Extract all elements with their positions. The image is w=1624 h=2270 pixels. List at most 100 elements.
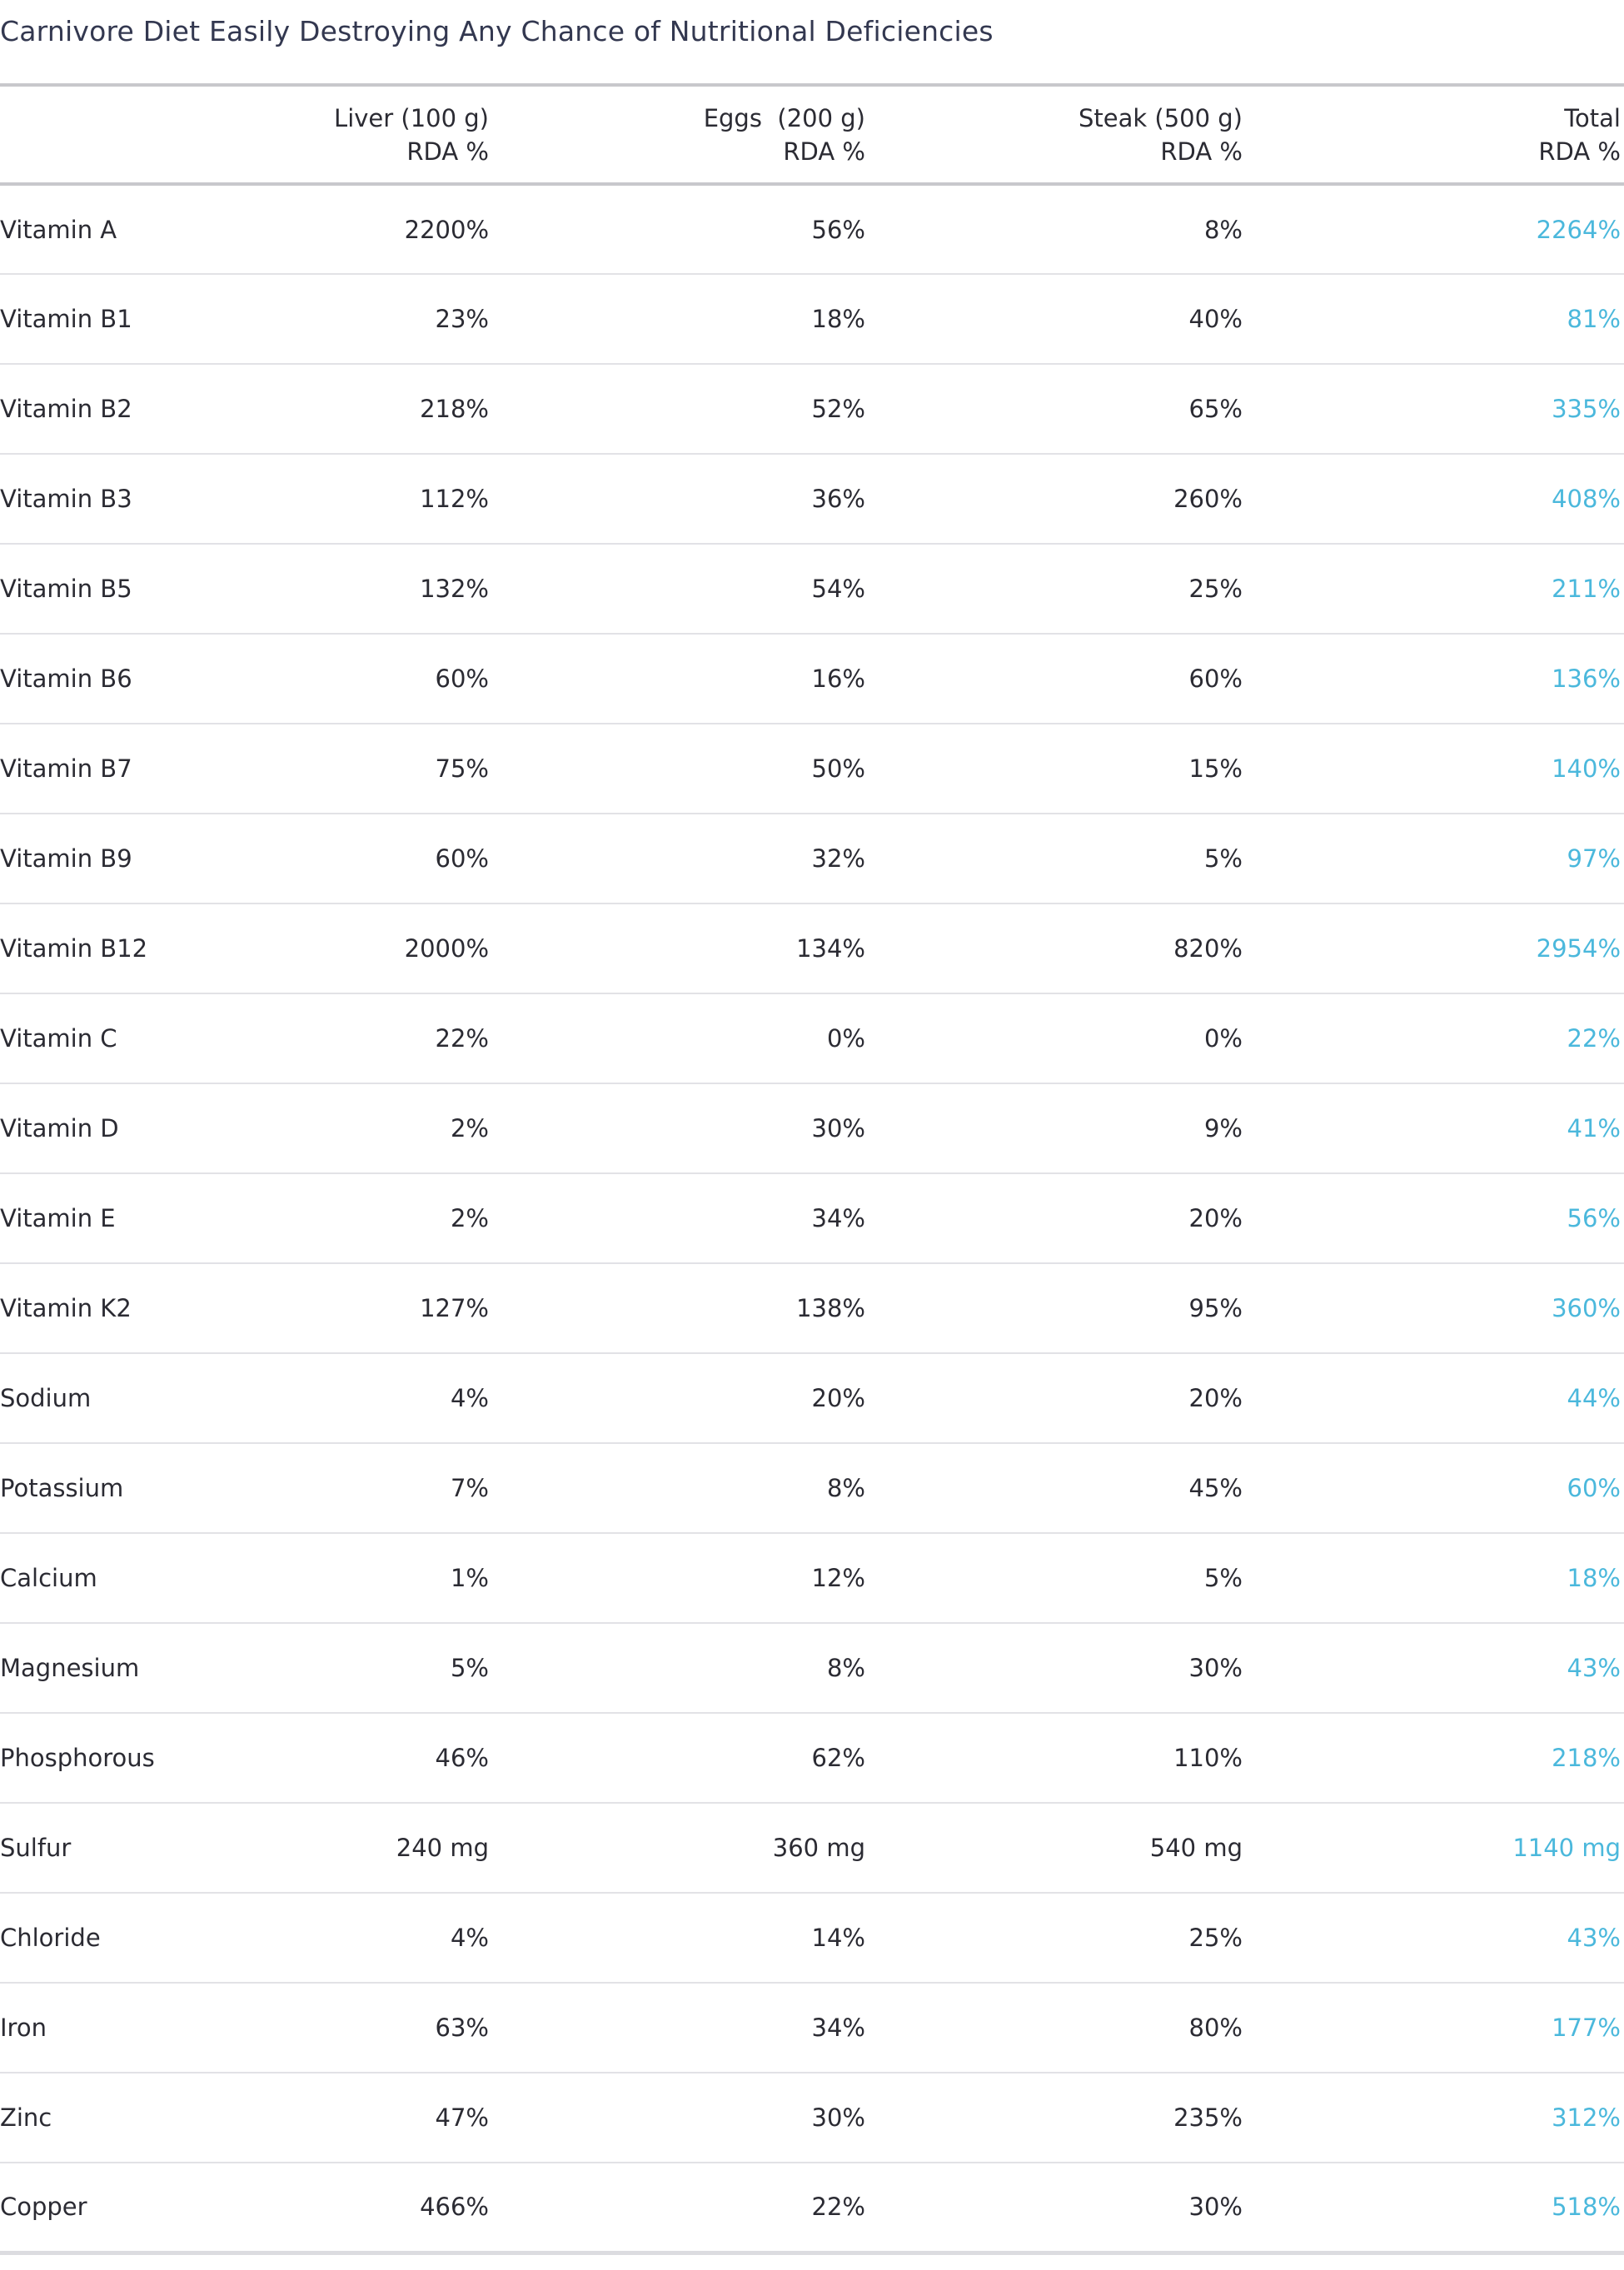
cell-eggs: 360 mg	[492, 1803, 869, 1894]
cell-steak: 5%	[869, 814, 1246, 904]
cell-steak: 235%	[869, 2073, 1246, 2163]
cell-liver: 2%	[167, 1083, 492, 1174]
cell-steak: 110%	[869, 1713, 1246, 1804]
cell-liver: 75%	[167, 724, 492, 814]
cell-liver: 2200%	[167, 184, 492, 275]
cell-total: 60%	[1246, 1443, 1624, 1534]
cell-nutrient: Vitamin K2	[0, 1263, 167, 1354]
cell-total: 43%	[1246, 1893, 1624, 1984]
cell-nutrient: Chloride	[0, 1893, 167, 1984]
cell-liver: 46%	[167, 1713, 492, 1804]
table-row: Zinc 47% 30% 235% 312%	[0, 2073, 1624, 2163]
cell-nutrient: Vitamin B6	[0, 634, 167, 724]
cell-total: 312%	[1246, 2073, 1624, 2163]
cell-nutrient: Sodium	[0, 1353, 167, 1444]
cell-total: 518%	[1246, 2163, 1624, 2255]
cell-nutrient: Vitamin B2	[0, 364, 167, 455]
table-row: Vitamin B1 23% 18% 40% 81%	[0, 274, 1624, 365]
cell-nutrient: Vitamin C	[0, 993, 167, 1084]
cell-liver: 63%	[167, 1983, 492, 2073]
cell-nutrient: Vitamin A	[0, 184, 167, 275]
cell-eggs: 12%	[492, 1533, 869, 1624]
cell-steak: 40%	[869, 274, 1246, 365]
table-row: Iron 63% 34% 80% 177%	[0, 1983, 1624, 2073]
cell-liver: 47%	[167, 2073, 492, 2163]
cell-liver: 60%	[167, 634, 492, 724]
cell-liver: 2%	[167, 1173, 492, 1264]
cell-eggs: 56%	[492, 184, 869, 275]
cell-eggs: 34%	[492, 1173, 869, 1264]
table-row: Magnesium 5% 8% 30% 43%	[0, 1623, 1624, 1714]
table-row: Sodium 4% 20% 20% 44%	[0, 1353, 1624, 1444]
cell-steak: 45%	[869, 1443, 1246, 1534]
cell-eggs: 18%	[492, 274, 869, 365]
cell-steak: 60%	[869, 634, 1246, 724]
table-row: Sulfur 240 mg 360 mg 540 mg 1140 mg	[0, 1803, 1624, 1894]
header-liver-line2: RDA %	[406, 137, 489, 166]
header-total: Total RDA %	[1246, 83, 1624, 186]
header-steak: Steak (500 g) RDA %	[869, 83, 1246, 186]
cell-nutrient: Vitamin B1	[0, 274, 167, 365]
cell-eggs: 138%	[492, 1263, 869, 1354]
cell-liver: 218%	[167, 364, 492, 455]
cell-liver: 4%	[167, 1893, 492, 1984]
header-steak-line2: RDA %	[1160, 137, 1243, 166]
table-row: Vitamin B9 60% 32% 5% 97%	[0, 814, 1624, 904]
table-row: Copper 466% 22% 30% 518%	[0, 2163, 1624, 2255]
cell-nutrient: Sulfur	[0, 1803, 167, 1894]
cell-nutrient: Zinc	[0, 2073, 167, 2163]
cell-steak: 15%	[869, 724, 1246, 814]
table-row: Vitamin B5 132% 54% 25% 211%	[0, 544, 1624, 635]
cell-nutrient: Vitamin D	[0, 1083, 167, 1174]
cell-nutrient: Potassium	[0, 1443, 167, 1534]
cell-total: 2954%	[1246, 904, 1624, 994]
table-row: Vitamin B7 75% 50% 15% 140%	[0, 724, 1624, 814]
cell-liver: 22%	[167, 993, 492, 1084]
cell-steak: 20%	[869, 1353, 1246, 1444]
cell-eggs: 134%	[492, 904, 869, 994]
cell-total: 2264%	[1246, 184, 1624, 275]
cell-total: 360%	[1246, 1263, 1624, 1354]
cell-liver: 7%	[167, 1443, 492, 1534]
cell-total: 97%	[1246, 814, 1624, 904]
cell-steak: 25%	[869, 1893, 1246, 1984]
cell-total: 41%	[1246, 1083, 1624, 1174]
cell-total: 335%	[1246, 364, 1624, 455]
header-row: Liver (100 g) RDA % Eggs (200 g) RDA % S…	[0, 83, 1624, 186]
cell-eggs: 54%	[492, 544, 869, 635]
cell-total: 136%	[1246, 634, 1624, 724]
cell-liver: 23%	[167, 274, 492, 365]
cell-eggs: 36%	[492, 454, 869, 545]
cell-nutrient: Vitamin B5	[0, 544, 167, 635]
cell-eggs: 8%	[492, 1623, 869, 1714]
cell-steak: 9%	[869, 1083, 1246, 1174]
cell-total: 56%	[1246, 1173, 1624, 1264]
cell-liver: 112%	[167, 454, 492, 545]
cell-steak: 260%	[869, 454, 1246, 545]
header-liver-line1: Liver (100 g)	[334, 103, 489, 132]
cell-liver: 127%	[167, 1263, 492, 1354]
table-row: Calcium 1% 12% 5% 18%	[0, 1533, 1624, 1624]
table-row: Vitamin B12 2000% 134% 820% 2954%	[0, 904, 1624, 994]
cell-nutrient: Vitamin E	[0, 1173, 167, 1264]
header-total-line2: RDA %	[1538, 137, 1621, 166]
cell-liver: 4%	[167, 1353, 492, 1444]
cell-total: 408%	[1246, 454, 1624, 545]
cell-nutrient: Calcium	[0, 1533, 167, 1624]
cell-nutrient: Vitamin B12	[0, 904, 167, 994]
cell-nutrient: Copper	[0, 2163, 167, 2255]
cell-eggs: 32%	[492, 814, 869, 904]
cell-nutrient: Magnesium	[0, 1623, 167, 1714]
cell-nutrient: Phosphorous	[0, 1713, 167, 1804]
table-row: Chloride 4% 14% 25% 43%	[0, 1893, 1624, 1984]
cell-eggs: 34%	[492, 1983, 869, 2073]
table-body: Vitamin A 2200% 56% 8% 2264% Vitamin B1 23% 18%…	[0, 184, 1624, 2255]
cell-eggs: 62%	[492, 1713, 869, 1804]
table-title: Carnivore Diet Easily Destroying Any Cha…	[0, 15, 994, 47]
header-liver: Liver (100 g) RDA %	[167, 83, 492, 186]
header-steak-line1: Steak (500 g)	[1078, 103, 1243, 132]
cell-eggs: 52%	[492, 364, 869, 455]
cell-steak: 25%	[869, 544, 1246, 635]
cell-total: 1140 mg	[1246, 1803, 1624, 1894]
